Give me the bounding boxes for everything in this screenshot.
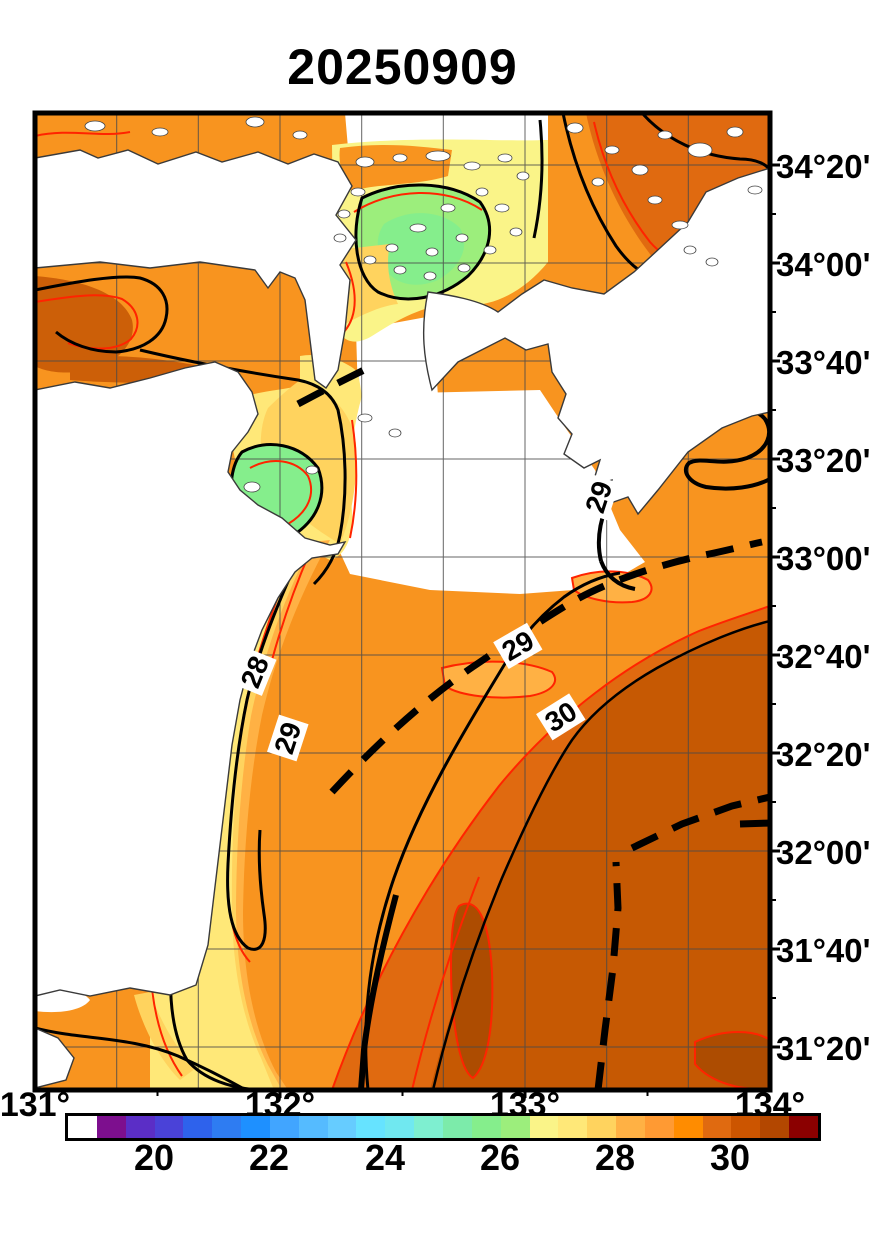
landmasses	[35, 149, 770, 1089]
colorbar	[65, 1113, 821, 1141]
sea-fill-30plus	[430, 620, 770, 1090]
colorbar-segment	[616, 1116, 645, 1138]
map-frame-group	[32, 110, 780, 1098]
colorbar-segment	[673, 1116, 703, 1138]
colorbar-tick-28: 28	[594, 1137, 636, 1178]
colorbar-segment	[125, 1116, 155, 1138]
lat-label-2: 33°40'	[776, 344, 871, 381]
map-graphics	[35, 113, 770, 1090]
lat-ticks	[770, 163, 780, 1049]
colorbar-segments	[68, 1116, 818, 1138]
colorbar-segment	[385, 1116, 415, 1138]
colorbar-segment	[327, 1116, 357, 1138]
sea-fill-cool-patch2	[440, 660, 557, 699]
nodata-top	[345, 113, 548, 148]
colorbar-tick-22: 22	[248, 1137, 290, 1178]
colorbar-tick-26: 26	[479, 1137, 521, 1178]
colorbar-segment	[558, 1116, 588, 1138]
lon-label-0: 131°	[0, 1086, 71, 1124]
islands	[84, 116, 763, 493]
colorbar-segment	[760, 1116, 790, 1138]
colorbar-segment	[356, 1116, 386, 1138]
colorbar-segment	[789, 1116, 818, 1138]
lat-label-4: 33°00'	[776, 540, 871, 577]
lat-label-5: 32°40'	[776, 638, 871, 675]
colorbar-segment	[269, 1116, 299, 1138]
colorbar-segment	[471, 1116, 501, 1138]
sea-fill-corner-blob	[694, 1031, 770, 1090]
lat-label-1: 34°00'	[776, 246, 871, 283]
colorbar-segment	[414, 1116, 443, 1138]
colorbar-segment	[241, 1116, 270, 1138]
lat-label-8: 31°40'	[776, 932, 871, 969]
colorbar-segment	[212, 1116, 242, 1138]
sea-fill-fringe	[339, 144, 452, 191]
lat-label-6: 32°20'	[776, 736, 871, 773]
colorbar-tick-20: 20	[133, 1137, 175, 1178]
colorbar-segment	[96, 1116, 126, 1138]
colorbar-segment	[298, 1116, 328, 1138]
colorbar-segment	[731, 1116, 761, 1138]
minor-ticks	[156, 213, 776, 1098]
colorbar-segment	[702, 1116, 732, 1138]
lat-label-9: 31°20'	[776, 1030, 871, 1067]
lat-label-7: 32°00'	[776, 834, 871, 871]
sea-fill-gold-edge	[334, 244, 398, 330]
land-corner	[35, 1027, 75, 1089]
land-honshu	[35, 149, 357, 389]
colorbar-tick-24: 24	[364, 1137, 406, 1178]
front-dashed-lines	[296, 362, 770, 1090]
colorbar-segment	[587, 1116, 617, 1138]
colorbar-tick-30: 30	[709, 1137, 751, 1178]
nodata-iyo	[356, 316, 438, 432]
colorbar-segment	[644, 1116, 674, 1138]
lat-label-3: 33°20'	[776, 442, 871, 479]
colorbar-segment	[529, 1116, 559, 1138]
colorbar-segment	[68, 1116, 97, 1138]
land-kyushu	[35, 361, 347, 997]
nodata-channel	[322, 390, 645, 594]
colorbar-segment	[442, 1116, 472, 1138]
lat-label-0: 34°20'	[776, 148, 871, 185]
colorbar-segment	[500, 1116, 530, 1138]
colorbar-segment	[183, 1116, 213, 1138]
page-title: 20250909	[287, 39, 518, 95]
colorbar-segment	[154, 1116, 184, 1138]
